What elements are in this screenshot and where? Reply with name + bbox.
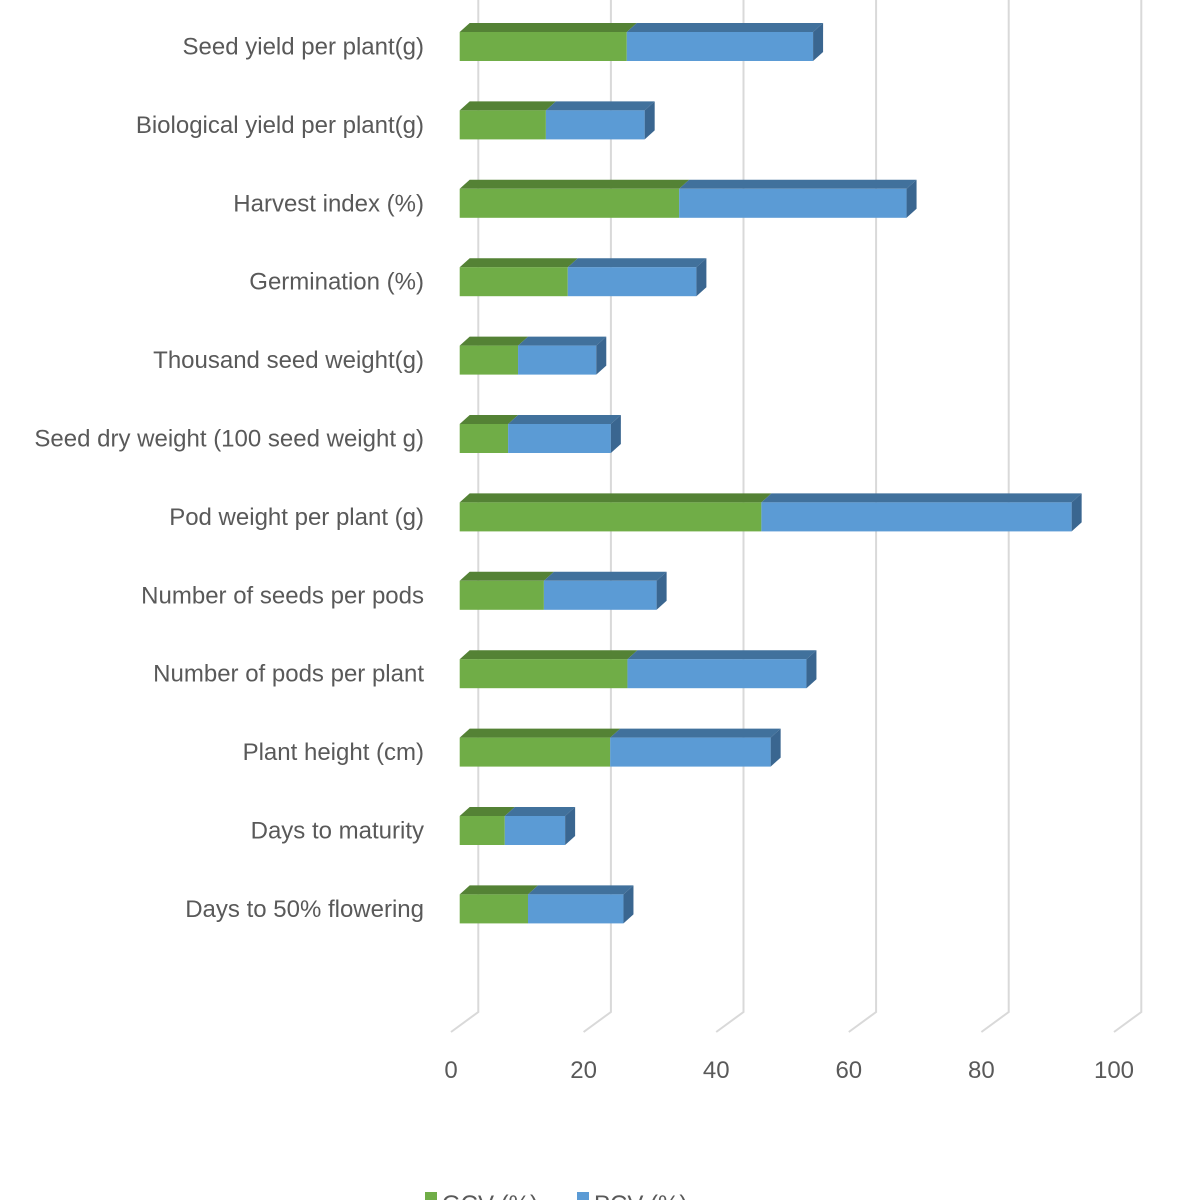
bar-top-gcv bbox=[459, 571, 554, 581]
bar-top-gcv bbox=[459, 885, 538, 895]
gridline bbox=[583, 0, 612, 1033]
bar-top-pcv bbox=[543, 571, 667, 581]
bar-top-pcv bbox=[627, 650, 817, 660]
bar-side bbox=[623, 885, 634, 924]
bar-top-gcv bbox=[459, 650, 638, 660]
bar-top-gcv bbox=[459, 101, 556, 111]
bar-pcv bbox=[543, 580, 657, 610]
bar-top-gcv bbox=[459, 493, 772, 503]
bar-pcv bbox=[508, 424, 611, 453]
bar-top-pcv bbox=[518, 336, 607, 346]
x-axis-ticks: 0 20 40 60 80 100 bbox=[444, 1057, 1134, 1084]
bar-top-gcv bbox=[459, 179, 690, 189]
bar-pcv bbox=[518, 345, 597, 375]
bar-top-pcv bbox=[761, 493, 1082, 503]
bar-gcv bbox=[459, 267, 568, 297]
bar-side bbox=[696, 258, 707, 297]
category-label: Number of pods per plant bbox=[153, 661, 424, 688]
bar-pcv bbox=[610, 737, 771, 767]
category-label: Days to maturity bbox=[251, 818, 424, 845]
legend-label: PCV (%) bbox=[594, 1191, 687, 1200]
bar-gcv bbox=[459, 659, 628, 689]
category-label: Plant height (cm) bbox=[243, 739, 424, 766]
bar-side bbox=[813, 23, 824, 61]
bar-gcv bbox=[459, 816, 505, 845]
bar-top-pcv bbox=[626, 23, 824, 32]
bar-pcv bbox=[504, 816, 566, 845]
bar-top-pcv bbox=[504, 807, 576, 816]
x-tick-label: 100 bbox=[1094, 1057, 1134, 1084]
bar-gcv bbox=[459, 894, 528, 924]
bar-pcv bbox=[545, 110, 645, 140]
bar-top-pcv bbox=[679, 179, 917, 189]
category-label: Pod weight per plant (g) bbox=[169, 504, 424, 531]
legend-label: GCV (%) bbox=[442, 1191, 538, 1200]
bar-gcv bbox=[459, 110, 546, 140]
bar-top-gcv bbox=[459, 258, 578, 268]
bar-top-pcv bbox=[508, 415, 621, 424]
x-tick-label: 80 bbox=[968, 1057, 995, 1084]
gridline bbox=[848, 0, 878, 1033]
category-labels: Seed yield per plant(g) Biological yield … bbox=[34, 34, 424, 923]
bar-side bbox=[565, 807, 576, 845]
bar-gcv bbox=[459, 580, 544, 610]
bar-gcv bbox=[459, 345, 519, 375]
bar-side bbox=[906, 179, 917, 218]
bar-side bbox=[770, 728, 781, 767]
bar-gcv bbox=[459, 737, 611, 767]
bar-side bbox=[644, 101, 655, 140]
legend-swatch bbox=[577, 1192, 589, 1200]
bars bbox=[459, 23, 1082, 924]
bar-pcv bbox=[626, 32, 814, 61]
bar-pcv bbox=[627, 659, 807, 689]
bar-side bbox=[806, 650, 817, 689]
x-tick-label: 40 bbox=[703, 1057, 730, 1084]
bar-pcv bbox=[527, 894, 624, 924]
bar-top-pcv bbox=[545, 101, 655, 111]
bar-gcv bbox=[459, 32, 627, 61]
bar-pcv bbox=[761, 502, 1072, 532]
bar-gcv bbox=[459, 188, 680, 218]
bar-top-gcv bbox=[459, 728, 621, 738]
legend: GCV (%) PCV (%) bbox=[425, 1191, 687, 1200]
bar-gcv bbox=[459, 502, 762, 532]
bar-side bbox=[1071, 493, 1082, 532]
category-label: Days to 50% flowering bbox=[185, 896, 424, 923]
category-label: Seed yield per plant(g) bbox=[183, 34, 424, 61]
category-label: Seed dry weight (100 seed weight g) bbox=[34, 426, 424, 453]
legend-swatch bbox=[425, 1192, 437, 1200]
gridlines bbox=[450, 0, 1143, 1033]
bar-gcv bbox=[459, 424, 509, 453]
category-label: Number of seeds per pods bbox=[141, 582, 424, 609]
gridline bbox=[980, 0, 1010, 1033]
bar-side bbox=[596, 336, 607, 375]
category-label: Harvest index (%) bbox=[233, 190, 424, 217]
bar-top-gcv bbox=[459, 415, 519, 424]
bar-side bbox=[610, 415, 621, 453]
bar-side bbox=[656, 571, 667, 610]
bar-top-gcv bbox=[459, 336, 529, 346]
x-tick-label: 60 bbox=[835, 1057, 862, 1084]
bar-top-pcv bbox=[527, 885, 634, 895]
bar-top-pcv bbox=[567, 258, 707, 268]
bar-top-pcv bbox=[610, 728, 781, 738]
category-label: Germination (%) bbox=[249, 269, 424, 296]
bar-top-gcv bbox=[459, 23, 637, 32]
bar-top-gcv bbox=[459, 807, 515, 816]
category-label: Biological yield per plant(g) bbox=[136, 112, 424, 139]
category-label: Thousand seed weight(g) bbox=[153, 347, 424, 374]
x-tick-label: 0 bbox=[444, 1057, 457, 1084]
bar-pcv bbox=[679, 188, 907, 218]
bar-pcv bbox=[567, 267, 697, 297]
gridline bbox=[715, 0, 745, 1033]
gridline bbox=[1113, 0, 1143, 1033]
x-tick-label: 20 bbox=[570, 1057, 597, 1084]
